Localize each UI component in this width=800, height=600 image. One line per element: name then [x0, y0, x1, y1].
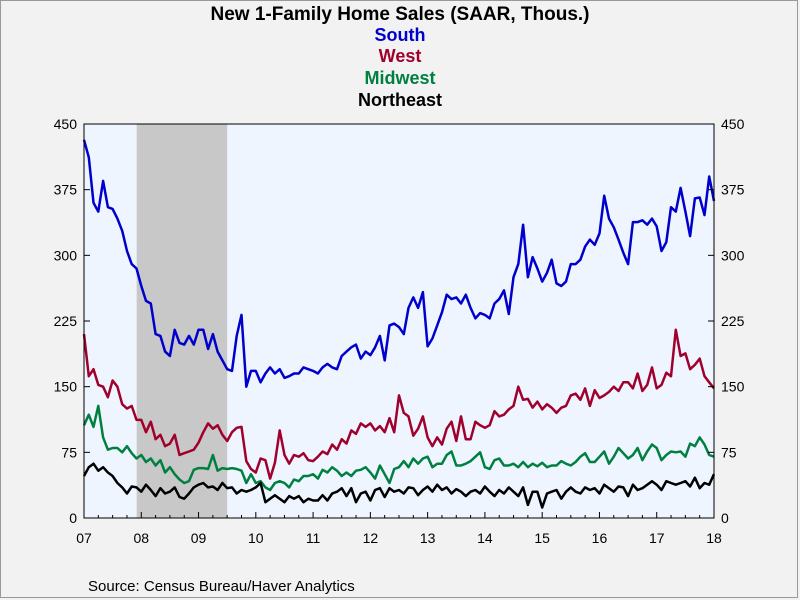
- x-tick-label: 11: [306, 530, 321, 546]
- series-line-south: [82, 139, 716, 388]
- x-tick-label: 10: [248, 530, 264, 546]
- x-tick-label: 14: [477, 530, 493, 546]
- y-tick-label-left: 375: [54, 182, 78, 198]
- y-tick-label-right: 300: [721, 247, 745, 263]
- legend-northeast: Northeast: [357, 90, 442, 110]
- x-tick-label: 09: [191, 530, 207, 546]
- y-tick-label-right: 0: [721, 510, 729, 526]
- legend-midwest: Midwest: [364, 68, 436, 88]
- x-tick-label: 13: [420, 530, 436, 546]
- y-tick-label-right: 225: [721, 313, 745, 329]
- x-tick-label: 12: [363, 530, 379, 546]
- x-tick-label: 18: [706, 530, 722, 546]
- chart-title: New 1-Family Home Sales (SAAR, Thous.): [210, 4, 590, 25]
- y-tick-label-left: 450: [54, 116, 78, 132]
- recession-shading: [136, 124, 228, 518]
- y-tick-label-left: 75: [61, 444, 77, 460]
- y-tick-label-left: 300: [54, 247, 78, 263]
- x-tick-label: 15: [534, 530, 550, 546]
- series-line-northeast: [82, 462, 716, 509]
- x-tick-label: 16: [592, 530, 608, 546]
- y-tick-label-left: 150: [54, 379, 78, 395]
- y-tick-label-right: 150: [721, 379, 745, 395]
- legend-south: South: [374, 25, 426, 45]
- legend-west: West: [378, 46, 422, 66]
- x-tick-label: 08: [133, 530, 149, 546]
- y-tick-label-right: 375: [721, 182, 745, 198]
- series-line-midwest: [82, 404, 715, 492]
- x-tick-label: 17: [649, 530, 665, 546]
- y-tick-label-right: 75: [721, 444, 737, 460]
- y-tick-label-left: 225: [54, 313, 78, 329]
- x-tick-label: 07: [76, 530, 92, 546]
- y-tick-label-right: 450: [721, 116, 745, 132]
- source-note: Source: Census Bureau/Haver Analytics: [88, 578, 355, 595]
- series-line-west: [82, 328, 715, 480]
- y-tick-label-left: 0: [69, 510, 77, 526]
